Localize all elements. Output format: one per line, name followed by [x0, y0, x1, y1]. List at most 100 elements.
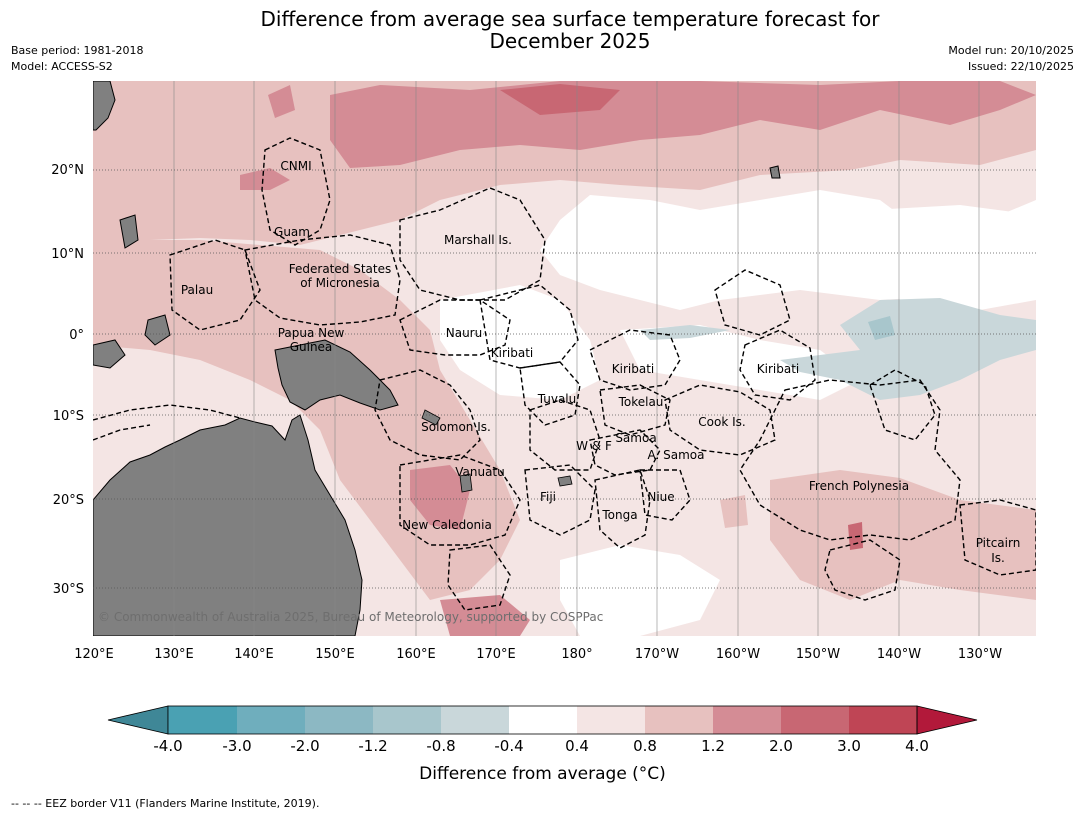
- colorbar-title: Difference from average (°C): [419, 764, 666, 784]
- lon-label: 120°E: [74, 647, 114, 662]
- label-palau: Palau: [181, 283, 213, 297]
- anomaly-fill-pink-se2: [720, 495, 748, 528]
- label-vanuatu: Vanuatu: [455, 465, 505, 479]
- lat-gridlines: [93, 169, 1036, 589]
- meta-left: Base period: 1981-2018 Model: ACCESS-S2: [11, 43, 143, 75]
- colorbar-label: -3.0: [222, 737, 251, 755]
- colorbar-label: 1.2: [701, 737, 725, 755]
- land-fiji: [557, 475, 573, 487]
- anomaly-fill-white-south: [560, 545, 720, 636]
- colorbar-label: -4.0: [153, 737, 182, 755]
- label-png-1: Papua New: [278, 326, 345, 340]
- label-nauru: Nauru: [446, 326, 482, 340]
- label-solomon: Solomon Is.: [421, 420, 491, 434]
- lon-label: 130°W: [958, 647, 1002, 662]
- lon-label: 160°W: [716, 647, 760, 662]
- anomaly-fill-rose-north: [330, 81, 1036, 168]
- lon-axis: 120°E 130°E 140°E 150°E 160°E 170°E 180°…: [74, 647, 1002, 662]
- issued-text: Issued: 22/10/2025: [967, 60, 1074, 73]
- label-tonga: Tonga: [601, 508, 637, 522]
- lon-label: 170°W: [635, 647, 679, 662]
- anomaly-fill-white-ne: [870, 205, 1036, 310]
- label-fsm-2: of Micronesia: [300, 276, 380, 290]
- label-marshall: Marshall Is.: [444, 233, 512, 247]
- lon-label: 130°E: [154, 647, 194, 662]
- anomaly-fill-blue-east: [780, 298, 1036, 400]
- label-french-polynesia: French Polynesia: [809, 479, 909, 493]
- land-borneo: [93, 339, 126, 369]
- land-asia: [93, 81, 116, 131]
- colorbar-label: 2.0: [769, 737, 793, 755]
- label-png-2: Guinea: [290, 340, 333, 354]
- eez-borders: [93, 137, 1036, 611]
- lon-label: 150°W: [796, 647, 840, 662]
- colorbar-labels: -4.0 -3.0 -2.0 -1.2 -0.8 -0.4 0.4 0.8 1.…: [153, 737, 929, 755]
- lat-label: 0°: [69, 328, 84, 343]
- lon-label: 160°E: [396, 647, 436, 662]
- model-run-text: Model run: 20/10/2025: [948, 44, 1074, 57]
- model-text: Model: ACCESS-S2: [11, 60, 113, 73]
- label-cook: Cook Is.: [698, 415, 745, 429]
- lon-label: 170°E: [476, 647, 516, 662]
- colorbar-swatch: [237, 706, 305, 734]
- land-sulawesi: [144, 314, 171, 346]
- lat-label: 20°S: [53, 493, 84, 508]
- label-fiji: Fiji: [540, 490, 556, 504]
- colorbar-swatch: [441, 706, 509, 734]
- land-vanuatu: [459, 473, 473, 493]
- label-new-caledonia: New Caledonia: [402, 518, 492, 532]
- colorbar-swatch: [305, 706, 373, 734]
- colorbar-swatch: [645, 706, 713, 734]
- land-philippines: [119, 214, 139, 249]
- colorbar-swatch: [509, 706, 577, 734]
- colorbar-min-arrow: [107, 705, 169, 735]
- colorbar-label: -1.2: [358, 737, 387, 755]
- colorbar-swatch: [781, 706, 849, 734]
- anomaly-fill-white-kiribati: [440, 285, 600, 400]
- colorbar-label: -0.8: [426, 737, 455, 755]
- label-niue: Niue: [647, 490, 674, 504]
- meta-right: Model run: 20/10/2025 Issued: 22/10/2025: [948, 43, 1074, 75]
- anomaly-fill-red-north: [500, 84, 620, 115]
- eez-note: -- -- -- EEZ border V11 (Flanders Marine…: [11, 797, 320, 810]
- anomaly-fill-rose-vanuatu: [410, 465, 470, 530]
- lat-label: 10°N: [51, 247, 84, 262]
- label-kiribati-central: Kiribati: [612, 362, 654, 376]
- colorbar-label: -2.0: [290, 737, 319, 755]
- anomaly-fill-pink-se: [770, 470, 1036, 600]
- colorbar-swatch: [849, 706, 917, 734]
- map-panel: [93, 81, 1036, 636]
- label-tuvalu: Tuvalu: [537, 392, 577, 406]
- label-kiribati-west: Kiribati: [491, 346, 533, 360]
- anomaly-fill-rose-cnmi: [240, 168, 290, 190]
- land-hawaii: [769, 165, 781, 179]
- label-wf: W & F: [576, 439, 612, 453]
- region-labels: CNMI Guam Marshall Is. Federated States …: [181, 159, 1020, 565]
- colorbar-swatch: [168, 706, 237, 734]
- colorbar-swatch: [713, 706, 781, 734]
- lat-axis: 20°N 10°N 0° 10°S 20°S 30°S: [51, 163, 84, 597]
- anomaly-fill-pink-west: [93, 240, 520, 600]
- colorbar-max-arrow: [916, 705, 978, 735]
- land-new-guinea: [274, 339, 399, 411]
- anomaly-fill-blue-central: [640, 325, 730, 340]
- colorbar-swatch: [373, 706, 441, 734]
- label-tokelau: Tokelau: [618, 395, 664, 409]
- anomaly-fill-red-se: [848, 522, 863, 550]
- land-australia: [93, 414, 363, 636]
- colorbar-swatch: [577, 706, 645, 734]
- label-kiribati-east: Kiribati: [757, 362, 799, 376]
- label-fsm-1: Federated States: [289, 262, 391, 276]
- colorbar-label: 0.8: [633, 737, 657, 755]
- label-pitcairn-2: Is.: [991, 551, 1005, 565]
- anomaly-fill-rose-nw: [268, 85, 295, 118]
- copyright-text: © Commonwealth of Australia 2025, Bureau…: [98, 610, 604, 624]
- lon-label: 140°E: [234, 647, 274, 662]
- colorbar: [107, 705, 978, 735]
- label-asamoa: A. Samoa: [648, 448, 705, 462]
- colorbar-label: 3.0: [837, 737, 861, 755]
- anomaly-fill-white-east: [620, 325, 860, 400]
- chart-title: Difference from average sea surface temp…: [260, 7, 880, 53]
- base-period-text: Base period: 1981-2018: [11, 44, 144, 57]
